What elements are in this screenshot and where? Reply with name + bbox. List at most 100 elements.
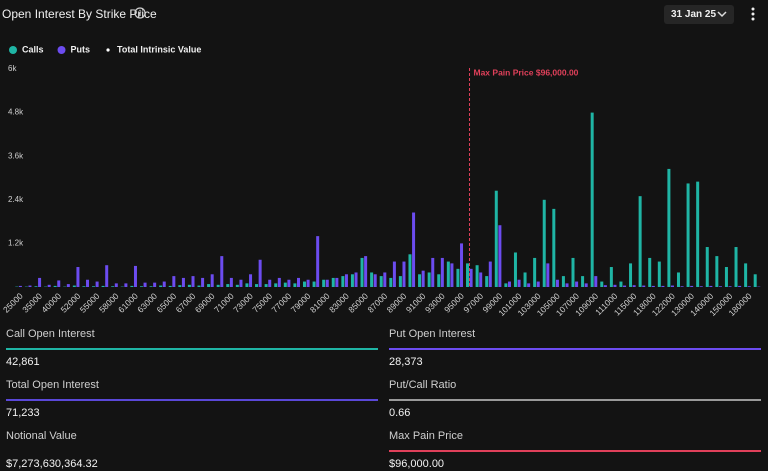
bar [172, 276, 176, 287]
stat-value: $96,000.00 [389, 458, 445, 470]
legend-marker [9, 46, 17, 54]
bar [533, 257, 537, 287]
bar [680, 286, 684, 287]
bar [86, 279, 90, 287]
stat-underline [6, 450, 378, 452]
bar [507, 281, 511, 287]
y-tick-label: 2.4k [8, 195, 24, 204]
bar [207, 284, 211, 287]
bar [379, 276, 383, 287]
bar [354, 272, 358, 287]
bar [143, 282, 147, 287]
x-tick-label: 81000 [308, 291, 332, 315]
bar [245, 283, 249, 287]
x-tick-label: 25000 [1, 291, 25, 315]
bar [149, 286, 153, 287]
bar [446, 261, 450, 287]
bar [335, 277, 339, 287]
legend-marker [57, 46, 66, 54]
bar [302, 281, 306, 287]
bar [274, 283, 278, 287]
bar [114, 283, 118, 287]
bar [168, 285, 172, 287]
x-tick-label: 85000 [346, 291, 370, 315]
bar [638, 196, 642, 287]
bar [479, 272, 483, 287]
bar [220, 256, 224, 287]
bar [76, 267, 80, 287]
x-tick-label: 67000 [174, 291, 198, 315]
stat: Put/Call Ratio 0.66 [389, 379, 761, 419]
x-tick-label: 58000 [97, 291, 121, 315]
bar [657, 261, 661, 287]
bar [552, 208, 556, 287]
bar [498, 225, 502, 287]
bar [95, 281, 99, 287]
bar [66, 284, 70, 287]
bar [527, 283, 531, 287]
y-tick-label: 1.2k [8, 239, 24, 248]
bar [398, 276, 402, 287]
bar [651, 285, 655, 287]
bar [613, 284, 617, 287]
bar [322, 279, 326, 287]
bar [34, 286, 38, 287]
x-tick-label: 65000 [154, 291, 178, 315]
date-dropdown[interactable]: 31 Jan 25 [664, 5, 734, 24]
bar [139, 286, 143, 287]
stat: Max Pain Price $96,000.00 [389, 430, 761, 470]
bar [715, 256, 719, 287]
bar [187, 284, 191, 287]
x-tick-label: 69000 [193, 291, 217, 315]
legend-marker [106, 48, 110, 52]
bar [728, 286, 732, 287]
bar [619, 281, 623, 287]
bar [389, 277, 393, 287]
bar [133, 265, 137, 287]
stat-underline [6, 399, 378, 401]
stat-underline [389, 399, 761, 401]
bar [744, 263, 748, 287]
bar [603, 285, 607, 287]
stat-label: Total Open Interest [6, 379, 99, 391]
menu-button[interactable] [750, 7, 756, 21]
bar [197, 285, 201, 287]
bar [370, 272, 374, 287]
legend-label: Total Intrinsic Value [117, 44, 201, 54]
bar [667, 168, 671, 287]
x-tick-label: 63000 [135, 291, 159, 315]
bar [130, 285, 134, 287]
x-tick-label: 52000 [59, 291, 83, 315]
bar [153, 282, 157, 287]
x-tick-label: 35000 [20, 291, 44, 315]
bar [623, 285, 627, 287]
bar [258, 259, 262, 287]
bar [747, 286, 751, 287]
bar [517, 279, 521, 287]
bar [705, 247, 709, 287]
bar [555, 279, 559, 287]
bar [287, 279, 291, 287]
bar [584, 283, 588, 287]
bar [581, 276, 585, 287]
stat-underline [6, 348, 378, 350]
bar [268, 279, 272, 287]
bar [738, 285, 742, 287]
bar [277, 277, 281, 287]
bar [201, 277, 205, 287]
bar [82, 286, 86, 287]
bar [229, 277, 233, 287]
bar [325, 279, 329, 287]
bar [571, 257, 575, 287]
info-icon[interactable] [134, 7, 146, 19]
bar [475, 265, 479, 287]
bar [239, 279, 243, 287]
bar [734, 247, 738, 287]
x-tick-label: 89000 [385, 291, 409, 315]
bar [57, 280, 61, 287]
bar [418, 274, 422, 287]
legend-label: Calls [22, 44, 44, 54]
y-tick-label: 4.8k [8, 108, 24, 117]
bar [408, 254, 412, 287]
bar [402, 261, 406, 287]
